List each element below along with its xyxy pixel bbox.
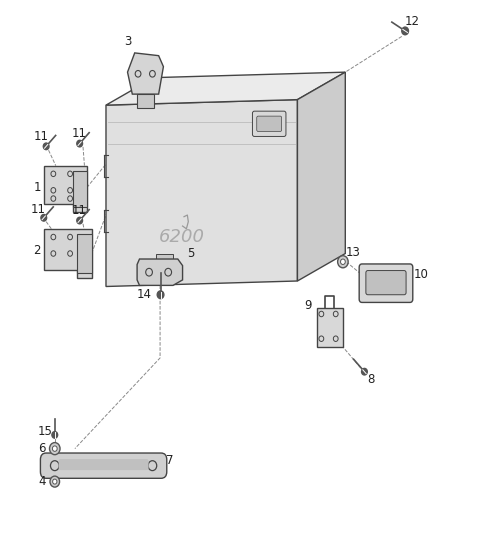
Text: 1: 1 [33,181,41,194]
FancyBboxPatch shape [366,271,406,295]
Circle shape [337,256,348,268]
Polygon shape [128,53,163,94]
Polygon shape [298,72,345,281]
Polygon shape [73,171,87,207]
Circle shape [52,431,58,438]
Text: 8: 8 [367,374,374,386]
Text: 11: 11 [33,131,48,143]
FancyBboxPatch shape [40,453,167,478]
Text: 10: 10 [413,268,428,281]
Circle shape [340,259,345,264]
Polygon shape [77,234,92,273]
FancyBboxPatch shape [359,264,413,302]
FancyBboxPatch shape [252,111,286,137]
Circle shape [157,291,164,299]
Text: 6200: 6200 [158,228,204,246]
Text: 14: 14 [137,288,152,301]
Circle shape [402,27,408,35]
Text: 5: 5 [187,247,195,260]
Text: 13: 13 [345,246,360,259]
Polygon shape [137,94,154,108]
Polygon shape [44,229,92,278]
Text: 11: 11 [72,204,86,217]
Circle shape [41,214,47,221]
Circle shape [43,143,49,150]
FancyBboxPatch shape [59,459,149,470]
Text: 4: 4 [38,475,46,488]
Polygon shape [156,253,173,259]
Circle shape [49,442,60,455]
Text: 7: 7 [166,453,173,467]
Text: 11: 11 [30,203,46,216]
Text: 9: 9 [305,299,312,312]
Text: 15: 15 [38,424,53,437]
Text: 3: 3 [124,35,132,48]
Text: 12: 12 [405,15,420,28]
Circle shape [77,217,83,224]
Polygon shape [106,72,345,105]
Circle shape [77,141,83,147]
FancyBboxPatch shape [257,116,282,132]
Circle shape [53,479,57,484]
Polygon shape [137,259,182,285]
Text: 6: 6 [38,442,46,455]
Circle shape [50,476,60,487]
Circle shape [361,369,367,375]
Polygon shape [106,100,298,287]
Text: 2: 2 [33,244,41,257]
Circle shape [52,446,57,451]
Polygon shape [44,166,87,212]
Text: 11: 11 [72,127,86,140]
Bar [317,309,343,347]
